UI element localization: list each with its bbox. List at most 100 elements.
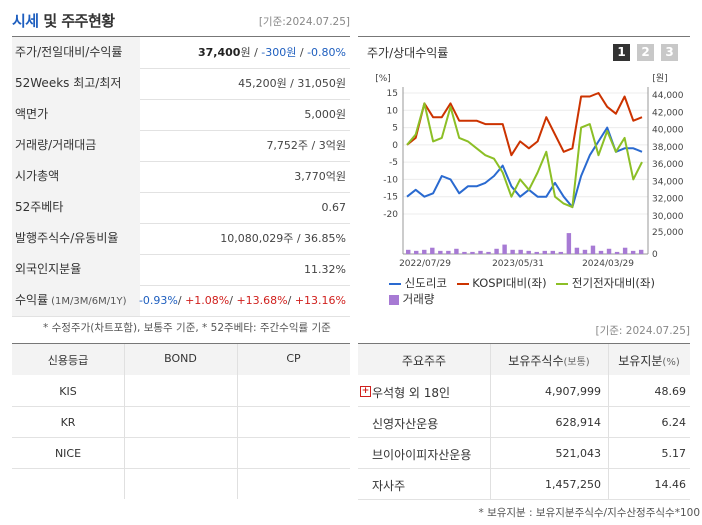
legend-label: 전기전자대비(좌) [571, 276, 655, 290]
left-tick-label: 5 [392, 124, 398, 134]
holder-shares: 1,457,250 [545, 478, 601, 491]
volume-bar [486, 251, 491, 254]
stats-row: 외국인지분율 11.32% [12, 254, 350, 286]
right-tick-label: 44,000 [652, 91, 684, 101]
holder-pct: 14.46 [654, 478, 687, 491]
holders-header-bg [358, 344, 690, 375]
stats-label-text: 거래량/거래대금 [15, 138, 97, 152]
credit-row-border [12, 437, 350, 438]
stats-row: 수익률 (1M/3M/6M/1Y) -0.93%/ +1.08%/ +13.68%/… [12, 285, 350, 317]
holders-note: * 보유지분 : 보유지분주식수/지수산정주식수*100 [478, 507, 700, 519]
stats-value-part: -300원 [261, 46, 297, 59]
holder-shares: 628,914 [555, 416, 602, 429]
volume-bar [422, 249, 427, 254]
stats-row-value: 0.67 [322, 192, 347, 223]
credit-top-border [12, 343, 350, 344]
stats-value-part: 3,770억원 [294, 170, 346, 183]
stats-label-text: 액면가 [15, 107, 49, 121]
credit-header-rating: 신용등급 [47, 354, 89, 367]
legend-item-volume: 거래량 [389, 291, 434, 307]
volume-bar [502, 244, 507, 254]
holders-row-border [358, 468, 690, 469]
stats-row-value: 11.32% [304, 254, 346, 285]
volume-tick-label: 0 [652, 250, 658, 260]
stats-label-text: 외국인지분율 [15, 262, 82, 276]
holders-top-border [358, 343, 690, 344]
stats-row-value: 37,400원 / -300원 / -0.80% [198, 37, 346, 68]
holders-header-pct: 보유지분(%) [608, 352, 690, 369]
left-tick-label: 10 [387, 106, 399, 116]
chart-page-3-button[interactable]: 3 [661, 44, 678, 61]
chart-page-2-button[interactable]: 2 [637, 44, 654, 61]
volume-bar [478, 250, 483, 254]
volume-bar [494, 248, 499, 254]
stats-label-text: 발행주식수/유동비율 [15, 231, 119, 245]
volume-bar [510, 249, 515, 254]
chart-page-1-button[interactable]: 1 [613, 44, 630, 61]
holder-name: 브이아이피자산운용 [372, 448, 472, 462]
legend-swatch-green [556, 282, 569, 285]
credit-cell: KR [60, 416, 76, 429]
x-tick-label: 2022/07/29 [399, 259, 451, 269]
stats-row-value: -0.93%/ +1.08%/ +13.68%/ +13.16% [139, 285, 346, 316]
volume-bar [542, 250, 547, 254]
volume-bar [566, 233, 572, 254]
right-tick-label: 40,000 [652, 126, 684, 136]
stats-value-part: 0.67 [321, 201, 347, 214]
holder-name[interactable]: 우석형 외 18인 [372, 386, 451, 400]
credit-divider [124, 344, 125, 499]
volume-bar [574, 247, 580, 254]
left-tick-label: -10 [383, 175, 398, 185]
chart-title: 주가/상대수익률 [367, 46, 449, 60]
stats-value-part: / [229, 294, 237, 307]
chart-top-border [358, 36, 690, 37]
holders-base-date: [기준: 2024.07.25] [595, 325, 690, 337]
legend-item-kospi: KOSPI대비(좌) [456, 276, 547, 290]
series-line-1 [406, 92, 643, 157]
series-line-2 [406, 102, 643, 209]
stats-row: 발행주식수/유동비율 10,080,029주 / 36.85% [12, 223, 350, 255]
left-tick-label: -15 [383, 193, 398, 203]
legend-swatch-purple [389, 294, 399, 305]
expand-icon[interactable]: + [360, 386, 371, 397]
stats-value-part: 5,000원 [304, 108, 346, 121]
stats-row-label: 52Weeks 최고/최저 [12, 68, 140, 99]
credit-header-bg [12, 344, 350, 375]
legend-item-shindoh: 신도리코 [389, 276, 447, 290]
holders-divider [490, 344, 491, 499]
volume-bar [582, 249, 588, 254]
stats-value-part: 10,080,029주 / 36.85% [220, 232, 346, 245]
stats-note: * 수정주가(차트포함), 보통주 기준, * 52주베타: 주간수익률 기준 [43, 322, 331, 334]
holders-header-shares-label: 보유주식수 [508, 354, 564, 368]
stats-value-part: / [287, 294, 295, 307]
stats-row-label: 액면가 [12, 99, 140, 130]
volume-bar [518, 249, 523, 254]
holders-header-shares-unit: (보통) [563, 357, 590, 368]
right-tick-label: 34,000 [652, 177, 684, 187]
title-main: 시세 [12, 12, 39, 30]
left-tick-label: 15 [387, 89, 398, 99]
stats-value-part: -0.93% [138, 294, 178, 307]
holders-header-pct-unit: (%) [662, 357, 680, 368]
stats-row-label: 발행주식수/유동비율 [12, 223, 140, 254]
stats-value-part: +1.08% [185, 294, 230, 307]
stats-label-text: 52Weeks 최고/최저 [15, 76, 122, 90]
volume-bar [526, 250, 531, 254]
right-axis-unit: [원] [652, 73, 667, 84]
stats-row: 주가/전일대비/수익률 37,400원 / -300원 / -0.80% [12, 37, 350, 69]
volume-bar [414, 250, 419, 254]
holders-header-pct-label: 보유지분 [618, 354, 663, 368]
volume-bar [462, 251, 467, 254]
legend-label: KOSPI대비(좌) [472, 276, 547, 290]
stats-label-text: 시가총액 [15, 169, 60, 183]
volume-bar [606, 248, 612, 254]
credit-header-bond: BOND [164, 352, 197, 365]
left-tick-label: -20 [383, 210, 398, 220]
left-tick-label: -5 [389, 158, 398, 168]
stats-row: 52Weeks 최고/최저 45,200원 / 31,050원 [12, 68, 350, 100]
stats-row: 액면가 5,000원 [12, 99, 350, 131]
left-tick-label: 0 [392, 141, 398, 151]
holder-pct: 5.17 [661, 447, 687, 460]
right-tick-label: 38,000 [652, 143, 684, 153]
holders-divider [608, 344, 609, 499]
